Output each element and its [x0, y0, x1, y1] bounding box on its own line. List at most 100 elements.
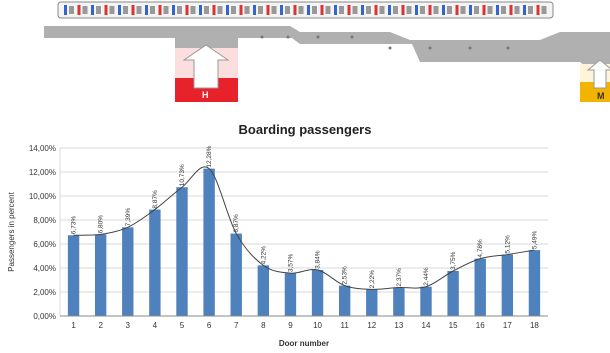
train-door-marker [307, 5, 310, 15]
trend-line [73, 166, 535, 290]
train-window [177, 6, 182, 14]
bar [149, 209, 161, 316]
x-tick-label: 2 [98, 321, 103, 330]
train-door-marker [536, 5, 540, 15]
data-label: 12,28% [206, 145, 213, 167]
train-window [204, 6, 209, 14]
train-door-marker [415, 5, 418, 15]
data-label: 3,84% [315, 250, 322, 269]
train-door-marker [253, 5, 256, 15]
platform-marker [468, 46, 472, 50]
train-door-marker [77, 5, 81, 15]
train-window [474, 6, 479, 14]
train-window [514, 6, 520, 14]
x-tick-label: 9 [288, 321, 293, 330]
train-door-marker [199, 5, 202, 15]
bar [122, 227, 134, 316]
train-door-marker [374, 5, 378, 15]
bar [420, 286, 432, 316]
y-tick-label: 8,00% [33, 216, 56, 225]
bar [94, 234, 107, 316]
arrow-up-icon [182, 44, 230, 89]
data-label: 3,57% [287, 254, 294, 273]
train-window [352, 6, 358, 14]
x-tick-label: 11 [341, 321, 350, 330]
train-door-marker [293, 5, 297, 15]
train-door-marker [145, 5, 148, 15]
train-door-marker [334, 5, 337, 15]
train-door-marker [104, 5, 108, 15]
train-icon [57, 1, 554, 19]
train-window [150, 6, 155, 14]
sign-m-label: M [597, 91, 605, 101]
train-door-marker [428, 5, 432, 15]
train-door-marker [509, 5, 513, 15]
bar [366, 289, 378, 316]
x-tick-label: 14 [422, 321, 431, 330]
data-labels: 6,73% 6,80% 7,39% 8,87% 10,73% 12,28% 6,87% 4,2… [71, 145, 539, 288]
x-tick-label: 6 [207, 321, 212, 330]
bar [176, 187, 188, 316]
train-door-marker [226, 5, 229, 15]
x-axis-ticks: 1 2 3 4 5 6 7 8 9 10 11 12 13 14 15 16 17 18 [71, 321, 539, 330]
train-window [82, 6, 88, 14]
train-window [501, 6, 506, 14]
train-door-marker [158, 5, 162, 15]
train-window [325, 6, 331, 14]
bar [528, 250, 541, 316]
train-door-marker [118, 5, 121, 15]
data-label: 7,39% [125, 208, 132, 227]
platform-marker [350, 35, 354, 39]
train-window [487, 6, 493, 14]
platform-marker [388, 46, 392, 50]
train-window [109, 6, 115, 14]
x-tick-label: 13 [394, 321, 403, 330]
train-window [541, 6, 547, 14]
x-tick-label: 5 [180, 321, 185, 330]
x-tick-label: 17 [503, 321, 512, 330]
train-door-marker [401, 5, 405, 15]
bar [67, 235, 80, 316]
platform [44, 26, 610, 70]
train-door-marker [320, 5, 324, 15]
train-door-marker [455, 5, 459, 15]
y-axis-ticks: 0,00% 2,00% 4,00% 6,00% 8,00% 10,00% 12,00% 14,… [29, 144, 56, 321]
y-tick-label: 10,00% [29, 192, 56, 201]
train-window [298, 6, 304, 14]
bar [393, 287, 405, 316]
train-door-marker [212, 5, 216, 15]
platform-marker [260, 35, 264, 39]
train-window [393, 6, 398, 14]
train-window [96, 6, 101, 14]
bar [257, 265, 270, 316]
platform-marker [316, 35, 320, 39]
train-window [339, 6, 344, 14]
sign-h-label: H [202, 90, 209, 100]
bar [230, 233, 242, 316]
chart-title: Boarding passengers [239, 122, 372, 137]
data-label: 10,73% [179, 164, 186, 186]
entrance-m-sign: M [580, 59, 610, 102]
data-label: 6,80% [98, 215, 105, 234]
train-door-marker [361, 5, 364, 15]
data-label: 2,37% [396, 268, 403, 287]
data-label: 5,49% [531, 230, 538, 249]
train-window [312, 6, 317, 14]
train-window [460, 6, 466, 14]
platform-marker [428, 46, 432, 50]
boarding-chart: Boarding passengers 0,00% 2,00% 4,00% 6,00%… [7, 122, 548, 348]
train-door-marker [482, 5, 486, 15]
entrance-h-sign: H [175, 44, 238, 102]
train-door-marker [239, 5, 243, 15]
train-window [258, 6, 263, 14]
data-label: 2,44% [423, 267, 430, 286]
y-tick-label: 0,00% [33, 312, 56, 321]
train-window [244, 6, 250, 14]
train-door-marker [91, 5, 94, 15]
y-tick-label: 6,00% [33, 240, 56, 249]
train-window [379, 6, 385, 14]
train-door-marker [496, 5, 499, 15]
train-door-marker [131, 5, 135, 15]
x-tick-label: 8 [261, 321, 266, 330]
train-door-marker [347, 5, 351, 15]
